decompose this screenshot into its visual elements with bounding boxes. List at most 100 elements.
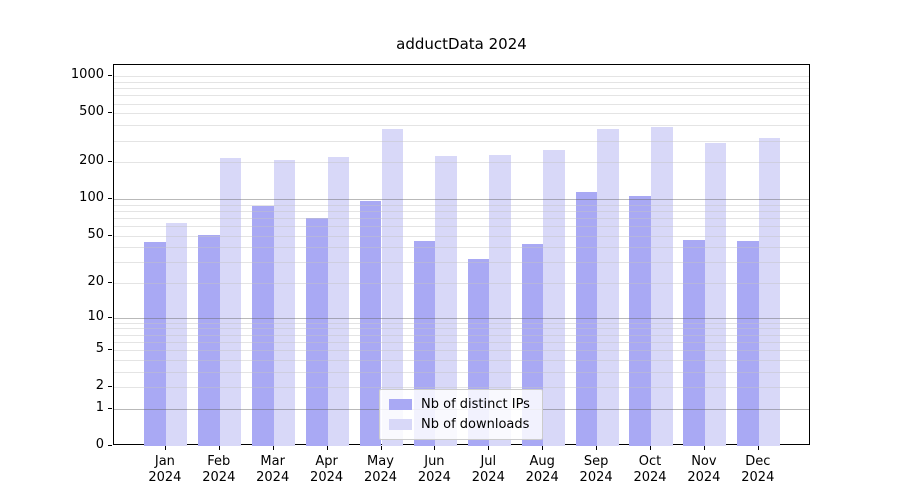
- x-tick: [272, 446, 274, 450]
- gridline-major: [114, 199, 809, 201]
- gridline-minor: [114, 359, 809, 361]
- plot-area: [113, 64, 810, 446]
- bar-downloads-mar: [273, 160, 296, 446]
- x-tick-month: Nov: [691, 454, 717, 469]
- x-tick-year: 2024: [310, 470, 344, 485]
- gridline-minor: [114, 387, 809, 389]
- x-tick-month: Feb: [207, 454, 231, 469]
- x-tick-year: 2024: [363, 470, 398, 485]
- chart-title: adductData 2024: [396, 35, 527, 53]
- bar-downloads-may: [381, 128, 404, 446]
- y-tick: [108, 234, 112, 236]
- bar-distinct-ips-feb: [198, 234, 220, 446]
- x-tick: [757, 446, 759, 450]
- gridline-minor: [114, 113, 809, 115]
- bar-distinct-ips-mar: [252, 206, 274, 446]
- y-tick: [108, 161, 112, 163]
- x-tick: [703, 446, 705, 450]
- x-tick-label: Oct 2024: [620, 454, 680, 486]
- gridline-minor: [114, 247, 809, 249]
- bar-distinct-ips-may: [359, 201, 382, 446]
- gridline-minor: [114, 76, 809, 78]
- x-tick: [488, 446, 490, 450]
- gridline-minor: [114, 204, 809, 206]
- x-tick-year: 2024: [417, 470, 451, 485]
- y-tick: [108, 282, 112, 284]
- x-tick-year: 2024: [256, 470, 290, 485]
- y-tick-label: 500: [79, 104, 104, 120]
- y-tick-label: 10: [87, 308, 104, 324]
- legend-swatch-distinct-ips: [389, 399, 412, 410]
- legend-label-distinct-ips: Nb of distinct IPs: [421, 397, 530, 412]
- grid-layer: [114, 65, 809, 444]
- bar-downloads-oct: [651, 126, 673, 446]
- x-tick-month: Sep: [583, 454, 609, 469]
- gridline-minor: [114, 95, 809, 97]
- gridline-minor: [114, 350, 809, 352]
- bar-downloads-jan: [165, 222, 188, 446]
- y-tick: [108, 407, 112, 409]
- x-tick-label: Dec 2024: [728, 454, 788, 486]
- x-tick-label: Feb 2024: [189, 454, 249, 486]
- y-tick-label: 5: [95, 341, 104, 357]
- x-tick-month: Mar: [260, 454, 285, 469]
- x-tick-month: Apr: [315, 454, 338, 469]
- y-tick: [108, 198, 112, 200]
- gridline-minor: [114, 341, 809, 343]
- x-tick-month: Oct: [638, 454, 662, 469]
- y-tick: [108, 316, 112, 318]
- x-tick: [596, 446, 598, 450]
- x-tick-year: 2024: [202, 470, 236, 485]
- y-tick-label: 2: [95, 378, 104, 394]
- legend-row-downloads: Nb of downloads: [389, 417, 530, 432]
- x-tick: [218, 446, 220, 450]
- gridline-minor: [114, 235, 809, 237]
- y-tick: [108, 75, 112, 77]
- x-tick-label: Sep 2024: [566, 454, 626, 486]
- bar-distinct-ips-oct: [629, 195, 651, 446]
- y-tick-label: 0: [95, 437, 104, 452]
- y-tick-label: 100: [79, 190, 104, 206]
- x-tick-month: Jul: [480, 454, 497, 469]
- x-tick-month: Jan: [154, 454, 175, 469]
- x-tick-label: Mar 2024: [243, 454, 303, 486]
- x-tick-month: Aug: [529, 454, 555, 469]
- x-tick-year: 2024: [525, 470, 559, 485]
- y-tick-label: 20: [87, 274, 104, 290]
- y-tick-label: 1000: [70, 67, 104, 83]
- bar-downloads-sep: [597, 129, 619, 446]
- bar-downloads-nov: [704, 142, 727, 446]
- x-tick-label: Nov 2024: [674, 454, 734, 486]
- gridline-minor: [114, 162, 809, 164]
- bar-downloads-apr: [327, 156, 350, 446]
- x-tick-month: May: [367, 454, 394, 469]
- x-tick-year: 2024: [148, 470, 182, 485]
- bar-downloads-aug: [543, 150, 565, 446]
- gridline-minor: [114, 103, 809, 105]
- y-tick: [108, 349, 112, 351]
- bar-downloads-feb: [219, 158, 242, 446]
- y-tick-label: 200: [79, 153, 104, 169]
- x-tick-label: Aug 2024: [512, 454, 572, 486]
- x-tick: [434, 446, 436, 450]
- y-tick-label: 1: [95, 399, 104, 415]
- gridline-minor: [114, 283, 809, 285]
- gridline-minor: [114, 226, 809, 228]
- gridline-minor: [114, 88, 809, 90]
- y-tick: [108, 112, 112, 114]
- bar-distinct-ips-dec: [737, 241, 759, 446]
- gridline-minor: [114, 140, 809, 142]
- gridline-minor: [114, 210, 809, 212]
- x-tick-year: 2024: [471, 470, 505, 485]
- x-tick: [380, 446, 382, 450]
- legend-swatch-downloads: [389, 419, 412, 430]
- x-tick-month: Jun: [424, 454, 445, 469]
- gridline-minor: [114, 371, 809, 373]
- x-tick-year: 2024: [741, 470, 775, 485]
- x-tick: [326, 446, 328, 450]
- bar-distinct-ips-nov: [683, 239, 705, 446]
- x-tick: [542, 446, 544, 450]
- gridline-major: [114, 317, 809, 319]
- gridline-minor: [114, 217, 809, 219]
